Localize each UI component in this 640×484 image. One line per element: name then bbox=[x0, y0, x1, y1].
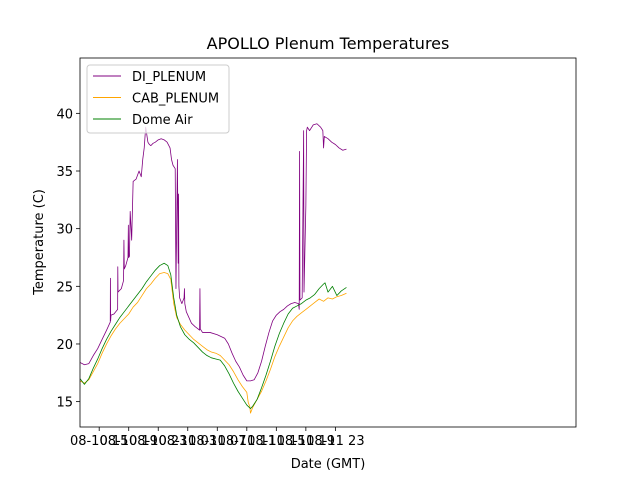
x-tick-label: 08-11 23 bbox=[306, 434, 364, 449]
x-axis-label: Date (GMT) bbox=[291, 457, 366, 472]
chart-title: APOLLO Plenum Temperatures bbox=[207, 34, 450, 53]
legend-box bbox=[86, 64, 230, 134]
y-tick-label: 35 bbox=[56, 165, 73, 180]
series-layer bbox=[80, 123, 347, 414]
series-line-di-plenum bbox=[80, 123, 347, 382]
y-axis: 15 20 25 30 35 40 bbox=[56, 107, 80, 411]
y-tick-label: 30 bbox=[56, 223, 73, 238]
x-tick-label: 08-11 07 bbox=[188, 434, 246, 449]
x-tick-label: 08-11 19 bbox=[277, 434, 335, 449]
plot-frame bbox=[79, 57, 577, 428]
legend-label-dome-air: Dome Air bbox=[132, 113, 193, 128]
y-tick-label: 25 bbox=[56, 280, 73, 295]
x-tick-label: 08-11 11 bbox=[218, 434, 276, 449]
x-tick-label: 08-11 03 bbox=[159, 434, 217, 449]
x-tick-label: 08-10 23 bbox=[129, 434, 187, 449]
x-tick-label: 08-10 15 bbox=[70, 434, 128, 449]
legend-label-di-plenum: DI_PLENUM bbox=[132, 70, 206, 85]
legend: DI_PLENUM CAB_PLENUM Dome Air bbox=[86, 64, 230, 134]
legend-label-cab-plenum: CAB_PLENUM bbox=[132, 92, 219, 107]
y-tick-label: 40 bbox=[56, 107, 73, 122]
x-tick-label: 08-11 15 bbox=[247, 434, 305, 449]
y-tick-label: 15 bbox=[56, 396, 73, 411]
series-line-cab-plenum bbox=[80, 272, 347, 414]
y-axis-label: Temperature (C) bbox=[32, 189, 47, 296]
y-tick-label: 20 bbox=[56, 338, 73, 353]
series-line-dome-air bbox=[80, 262, 347, 409]
x-tick-label: 08-10 19 bbox=[99, 434, 157, 449]
